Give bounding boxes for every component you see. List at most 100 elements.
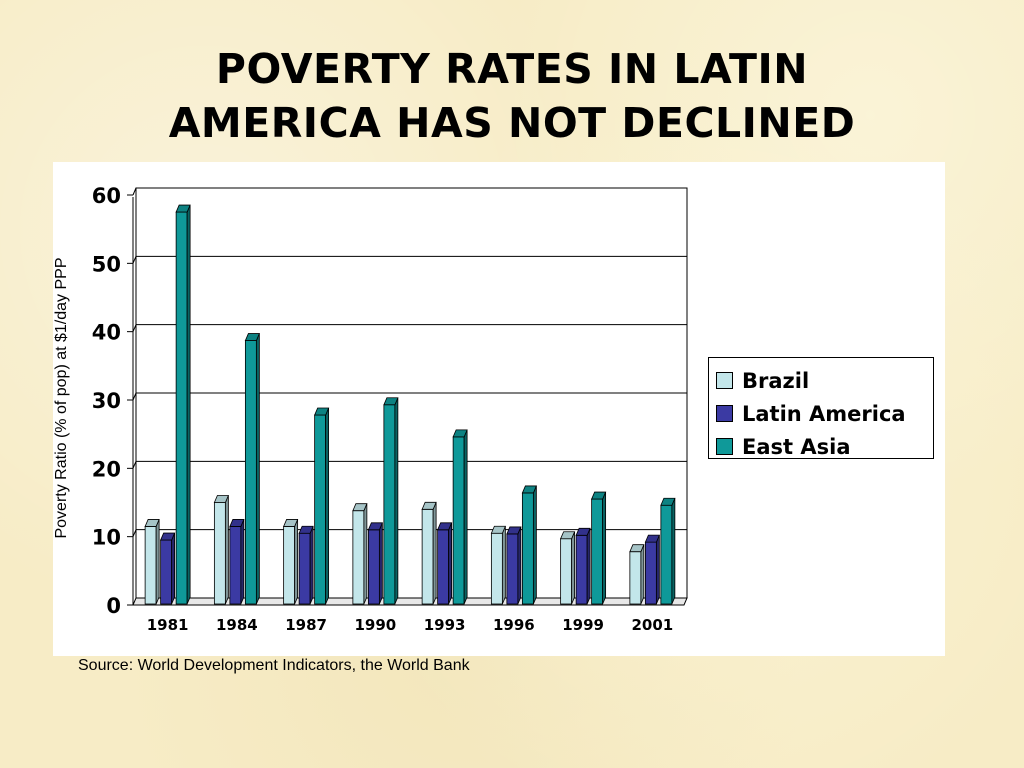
x-tick-label-1981: 1981 [147, 616, 189, 634]
bar-brazil-1990 [352, 510, 365, 605]
bar-brazil-1996-side [501, 526, 506, 605]
bar-brazil-1984-side [224, 495, 229, 605]
legend-label-brazil: Brazil [742, 368, 810, 393]
bar-east-asia-1990 [383, 404, 396, 605]
bar-brazil-2001-side [640, 544, 645, 605]
bar-brazil-2001-top [629, 544, 645, 553]
bar-latin-america-1996-top [506, 526, 522, 535]
bar-brazil-1984 [213, 502, 226, 605]
bar-latin-america-1990-top [367, 522, 383, 531]
gridline-depth [132, 187, 137, 196]
slide-title-line-2: AMERICA HAS NOT DECLINED [168, 99, 856, 147]
bar-east-asia-1999-side [602, 491, 607, 605]
bar-east-asia-1993 [452, 436, 465, 605]
legend-item-east-asia: East Asia [709, 430, 933, 463]
legend-item-brazil: Brazil [709, 364, 933, 397]
x-tick-label-1984: 1984 [216, 616, 258, 634]
bar-east-asia-1999 [591, 498, 604, 605]
bar-east-asia-1981 [175, 211, 188, 605]
x-tick-label-1993: 1993 [424, 616, 466, 634]
bar-brazil-1996 [490, 532, 503, 605]
bar-brazil-1987-side [294, 519, 299, 605]
bar-latin-america-1981-side [171, 532, 176, 605]
bar-latin-america-1996-side [517, 526, 522, 605]
x-tick-label-2001: 2001 [632, 616, 674, 634]
bar-brazil-1993 [421, 508, 434, 605]
x-tick-label-1999: 1999 [562, 616, 604, 634]
bar-east-asia-2001-side [671, 498, 676, 605]
bar-east-asia-1981-top [175, 204, 191, 213]
bar-east-asia-1993-side [463, 429, 468, 605]
bar-latin-america-1996 [506, 533, 519, 605]
bar-east-asia-1996 [521, 492, 534, 605]
bar-east-asia-1996-top [521, 485, 537, 494]
bar-east-asia-1999-top [591, 491, 607, 500]
legend-swatch-latin-america [716, 405, 733, 422]
bar-brazil-1990-side [363, 503, 368, 605]
bar-east-asia-1987-side [325, 407, 330, 605]
bar-latin-america-1984-top [229, 519, 245, 527]
bar-latin-america-1990 [367, 529, 380, 605]
bar-east-asia-1987-top [314, 407, 330, 416]
legend-label-latin-america: Latin America [742, 401, 906, 426]
bar-latin-america-1999 [575, 534, 588, 605]
y-tick-label: 40 [92, 321, 121, 345]
bar-east-asia-1990-top [383, 397, 399, 406]
bar-brazil-1990-top [352, 503, 368, 512]
bar-brazil-1993-side [432, 502, 437, 605]
legend-label-east-asia: East Asia [742, 434, 851, 459]
x-tick-label-1990: 1990 [355, 616, 397, 634]
bar-brazil-1996-top [490, 525, 506, 534]
bar-latin-america-1993-side [448, 522, 453, 605]
bar-latin-america-1999-side [586, 528, 591, 605]
bar-latin-america-2001 [644, 541, 657, 605]
chart-legend: Brazil Latin America East Asia [708, 357, 934, 459]
bar-brazil-1987-top [283, 519, 299, 527]
bar-east-asia-1996-side [532, 485, 537, 605]
y-tick-label: 60 [92, 184, 121, 208]
bar-latin-america-1987-side [309, 526, 314, 605]
source-note: Source: World Development Indicators, th… [78, 657, 470, 674]
bar-latin-america-1993-top [437, 522, 453, 531]
y-tick-label: 0 [106, 594, 121, 618]
x-tick-label-1987: 1987 [285, 616, 327, 634]
bar-brazil-1981-top [144, 519, 160, 527]
bar-latin-america-1981 [160, 539, 173, 605]
bar-brazil-1987 [283, 526, 296, 605]
bar-east-asia-1981-side [186, 204, 191, 605]
y-axis-title: Poverty Ratio (% of pop) at $1/day PPP [53, 257, 70, 538]
bar-east-asia-1984 [244, 340, 257, 605]
y-tick-label: 30 [92, 389, 121, 413]
bar-east-asia-1987 [314, 414, 327, 605]
bar-east-asia-1984-side [255, 333, 260, 605]
x-tick-label-1996: 1996 [493, 616, 535, 634]
slide-title-line-1: POVERTY RATES IN LATIN [215, 45, 809, 93]
bar-east-asia-2001 [660, 504, 673, 605]
bar-latin-america-2001-top [644, 534, 660, 543]
bar-brazil-1981-side [155, 519, 160, 605]
bar-latin-america-2001-side [655, 534, 660, 605]
bar-latin-america-1984 [229, 526, 242, 605]
bar-latin-america-1984-side [240, 519, 245, 605]
bar-brazil-2001 [629, 551, 642, 605]
poverty-bar-chart: 0 10 20 30 40 50 60 1981 1984 1987 1990 1993 1996 199… [53, 184, 688, 634]
bar-east-asia-1984-top [244, 333, 260, 341]
bar-latin-america-1999-top [575, 527, 591, 536]
y-tick-label: 50 [92, 252, 121, 276]
bar-brazil-1999 [560, 538, 573, 605]
legend-swatch-east-asia [716, 438, 733, 455]
bar-brazil-1999-top [560, 531, 576, 540]
bar-latin-america-1987-top [298, 525, 314, 534]
y-tick-label: 10 [92, 526, 121, 550]
plot-floor [132, 597, 688, 606]
bar-latin-america-1990-side [378, 522, 383, 605]
slide-title: POVERTY RATES IN LATIN AMERICA HAS NOT D… [0, 42, 1024, 150]
legend-swatch-brazil [716, 372, 733, 389]
bar-east-asia-1990-side [394, 397, 399, 605]
bar-brazil-1984-top [213, 495, 229, 503]
legend-item-latin-america: Latin America [709, 397, 933, 430]
y-tick-label: 20 [92, 457, 121, 481]
bar-brazil-1999-side [571, 531, 576, 605]
bar-latin-america-1993 [437, 529, 450, 605]
bar-brazil-1981 [144, 526, 157, 605]
